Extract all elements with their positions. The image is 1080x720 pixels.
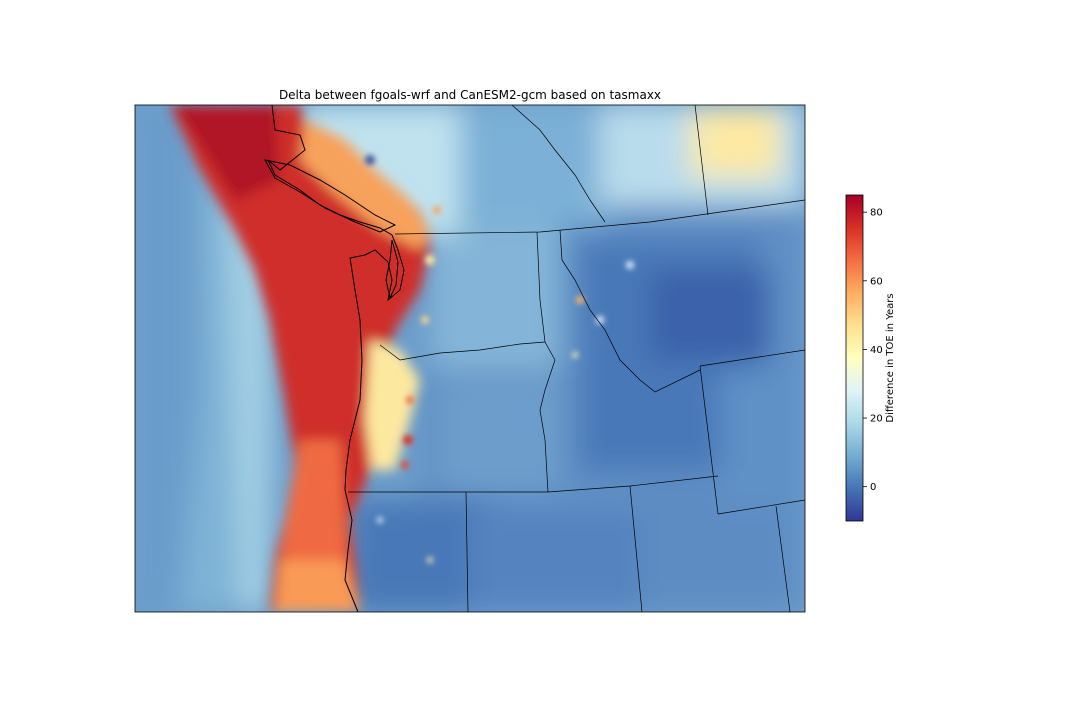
speckles <box>365 155 634 563</box>
coastline <box>267 105 405 612</box>
us-canada-border <box>394 199 805 235</box>
colorbar-ticks: 0 20 40 60 80 <box>863 208 883 493</box>
colorbar-tick-label: 0 <box>870 482 876 493</box>
map-frame <box>134 104 806 613</box>
ab-sk-border <box>694 105 709 216</box>
ca-nv-border <box>465 491 469 612</box>
colorbar-tick-label: 60 <box>870 276 883 287</box>
map-area <box>135 105 805 612</box>
nv-ut-border <box>629 485 643 612</box>
bc-ab-border <box>511 105 606 223</box>
colorbar-tick-label: 40 <box>870 345 883 356</box>
wa-id-border <box>536 231 546 343</box>
colorbar-tick-label: 80 <box>870 208 883 219</box>
colorbar-bar <box>845 194 864 522</box>
map-title: Delta between fgoals-wrf and CanESM2-gcm… <box>279 88 661 102</box>
ut-wy-border <box>717 499 805 515</box>
vancouver-island <box>264 159 397 233</box>
mt-wy-border <box>699 349 805 367</box>
colorbar-tick-label: 20 <box>870 414 883 425</box>
or-ca-border <box>348 475 719 493</box>
id-or-border <box>539 341 556 493</box>
colorbar: 0 20 40 60 80 Difference in TOE in Years <box>845 194 896 522</box>
id-mt-border <box>559 229 701 393</box>
ut-co-border <box>775 505 791 612</box>
id-wy-border <box>699 365 719 515</box>
wa-or-border <box>379 341 546 361</box>
colorbar-label: Difference in TOE in Years <box>885 293 896 422</box>
coastal-band <box>170 105 430 612</box>
puget-sound <box>385 239 399 300</box>
